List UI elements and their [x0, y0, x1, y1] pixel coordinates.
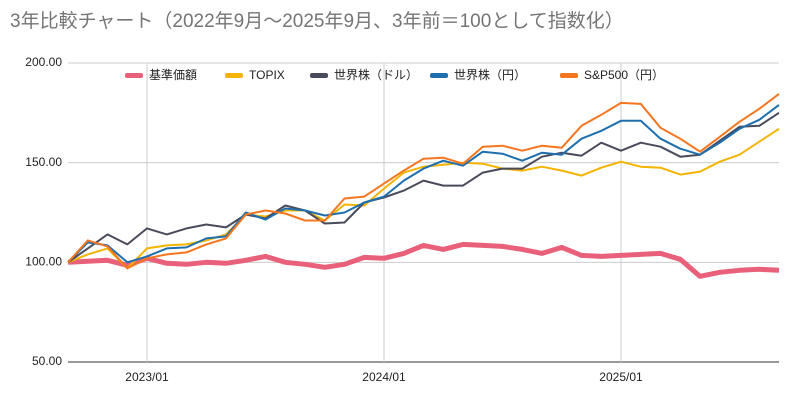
y-tick-label: 100.00 — [25, 255, 62, 269]
legend-swatch — [560, 73, 578, 78]
series-line — [67, 241, 780, 279]
series-line — [67, 111, 780, 264]
x-tick-label: 2023/01 — [125, 370, 169, 384]
series-line — [67, 104, 780, 264]
y-tick-label: 150.00 — [25, 155, 62, 169]
legend-label: 世界株（ドル） — [334, 67, 418, 82]
legend-swatch — [225, 73, 243, 78]
chart-title: 3年比較チャート（2022年9月〜2025年9月、3年前＝100として指数化） — [10, 10, 624, 32]
legend-swatch — [430, 73, 448, 78]
legend-swatch — [125, 73, 143, 78]
legend-label: S&P500（円） — [584, 68, 664, 82]
legend-label: TOPIX — [249, 68, 285, 82]
legend-label: 世界株（円） — [454, 67, 526, 82]
legend-swatch — [310, 73, 328, 78]
series-line — [67, 127, 780, 270]
x-tick-label: 2024/01 — [362, 370, 406, 384]
y-tick-label: 50.00 — [32, 354, 62, 368]
y-tick-label: 200.00 — [25, 55, 62, 69]
legend-label: 基準価額 — [149, 67, 197, 82]
series-line — [67, 93, 780, 270]
x-tick-label: 2025/01 — [599, 370, 643, 384]
